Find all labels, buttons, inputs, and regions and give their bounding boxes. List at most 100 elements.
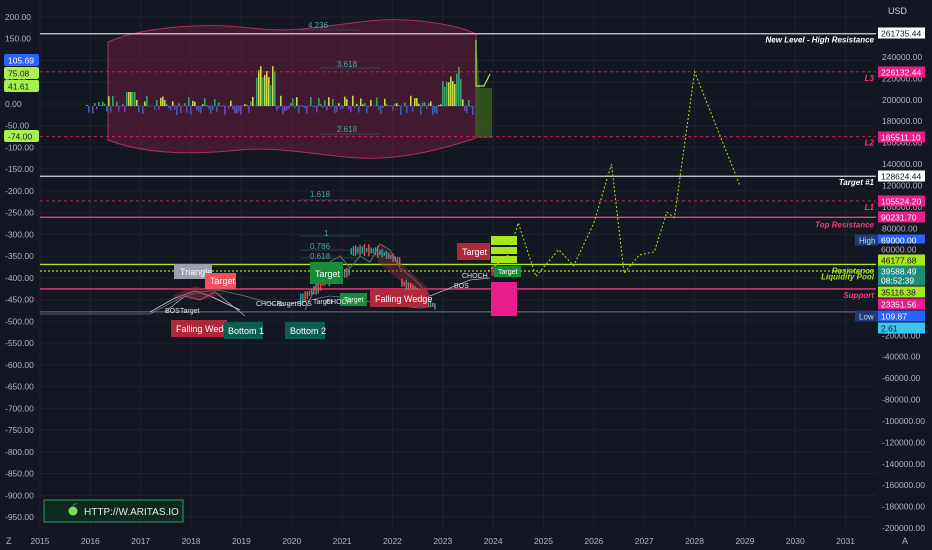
candle — [315, 282, 317, 295]
osc-fib-4236: 4.236 — [308, 21, 329, 30]
oscillator-bar — [214, 99, 216, 106]
left-badge: 41.61 — [4, 80, 39, 92]
oscillator-bar — [282, 106, 284, 115]
x-tick-label: 2019 — [232, 536, 251, 546]
oscillator-bar — [248, 106, 250, 113]
bos-label-2: BOS — [297, 301, 312, 308]
oscillator-bar — [280, 95, 282, 106]
oscillator-bar — [88, 106, 90, 113]
level-name: L3 — [865, 74, 875, 83]
oscillator-bar — [346, 99, 348, 106]
x-tick-label: 2020 — [282, 536, 301, 546]
oscillator-bars — [86, 66, 474, 115]
candle — [381, 249, 383, 258]
oscillator-bar — [142, 106, 144, 115]
candle — [319, 280, 322, 291]
oscillator-bar — [316, 106, 318, 113]
zoom-reset-button[interactable]: Z — [6, 536, 12, 546]
oscillator-bar — [144, 101, 146, 106]
oscillator-bar — [234, 106, 236, 114]
level-name: Top Resistance — [815, 220, 874, 229]
oscillator-bar — [118, 106, 120, 112]
oscillator-bar — [320, 104, 322, 106]
fib-1618: 1.618 — [310, 190, 331, 199]
oscillator-bar — [240, 106, 242, 115]
oscillator-bar — [224, 106, 226, 115]
bottom-2-label-bg — [285, 322, 325, 339]
oscillator-bar — [444, 86, 446, 106]
falling-wedge-label-1-bg — [171, 320, 227, 337]
candle — [377, 245, 379, 258]
right-badge: 128624.44 — [878, 170, 925, 182]
candle — [405, 279, 407, 292]
oscillator-bar — [196, 106, 198, 111]
oscillator-bar — [216, 106, 218, 112]
oscillator-bar — [168, 106, 170, 109]
choch-label-1: CHOCH — [256, 301, 282, 308]
oscillator-bar — [110, 106, 112, 113]
oscillator-bar — [358, 106, 360, 113]
oscillator-bar — [258, 70, 260, 106]
svg-text:08:52:39: 08:52:39 — [881, 276, 914, 286]
x-tick-label: 2017 — [131, 536, 150, 546]
oscillator-bar — [340, 106, 342, 110]
candle — [394, 256, 396, 262]
fib-0618: 0.618 — [310, 252, 331, 261]
oscillator-bar — [252, 96, 254, 106]
left-tick-label: -550.00 — [5, 338, 34, 348]
oscillator-bar — [304, 106, 306, 109]
oscillator-bar — [210, 106, 212, 114]
candle — [317, 280, 319, 294]
oscillator-bar — [268, 77, 270, 106]
svg-text:Low: Low — [859, 313, 874, 322]
oscillator-bar — [380, 106, 382, 114]
falling-wedge-label-1: Falling Wedge — [176, 324, 233, 334]
oscillator-fib-labels: 4.236 3.618 2.618 — [300, 21, 380, 135]
oscillator-bar — [356, 103, 358, 106]
candle — [359, 244, 361, 256]
oscillator-bar — [184, 103, 186, 106]
oscillator-bar — [116, 101, 118, 106]
target-text-green-1: Target — [315, 269, 341, 279]
candle — [304, 291, 306, 303]
left-tick-label: -900.00 — [5, 490, 34, 500]
oscillator-bar — [390, 105, 392, 106]
svg-text:105524.20: 105524.20 — [881, 197, 921, 207]
x-tick-label: 2018 — [182, 536, 201, 546]
oscillator-bar — [274, 72, 276, 106]
svg-text:69000.00: 69000.00 — [881, 236, 917, 246]
x-tick-label: 2023 — [433, 536, 452, 546]
oscillator-bar — [218, 102, 220, 106]
right-tick-label: 240000.00 — [882, 52, 922, 62]
level-name: L1 — [865, 203, 875, 212]
oscillator-bar — [414, 98, 416, 106]
level-name: Resistance — [832, 266, 875, 275]
right-tick-label: -200000.00 — [882, 523, 925, 533]
candle — [357, 247, 359, 254]
target-text-green-3: Target — [498, 269, 518, 276]
oscillator-bar — [366, 106, 368, 114]
oscillator-bar — [136, 99, 138, 106]
svg-text:75.08: 75.08 — [8, 69, 30, 79]
x-tick-label: 2026 — [584, 536, 603, 546]
right-badge: 08:52:39 — [878, 274, 925, 286]
oscillator-bar — [296, 97, 298, 106]
candle — [344, 268, 346, 278]
oscillator-bar — [410, 95, 412, 106]
oscillator-bar — [134, 92, 136, 106]
left-tick-label: -50.00 — [5, 121, 29, 131]
oscillator-bar — [386, 104, 388, 106]
branding-box[interactable]: HTTP://W.ARITAS.IO — [43, 499, 184, 523]
svg-text:128624.44: 128624.44 — [881, 172, 921, 182]
target-text-red-2: Target — [462, 247, 488, 257]
oscillator-bar — [412, 106, 414, 112]
svg-text:60000.00: 60000.00 — [881, 245, 917, 255]
right-tick-label: -80000.00 — [882, 395, 921, 405]
oscillator-bar — [132, 92, 134, 106]
oscillator-bar — [368, 106, 370, 108]
auto-scale-button[interactable]: A — [902, 536, 908, 546]
currency-label[interactable]: USD — [888, 6, 908, 16]
oscillator-bar — [278, 106, 280, 109]
candle — [434, 303, 436, 310]
